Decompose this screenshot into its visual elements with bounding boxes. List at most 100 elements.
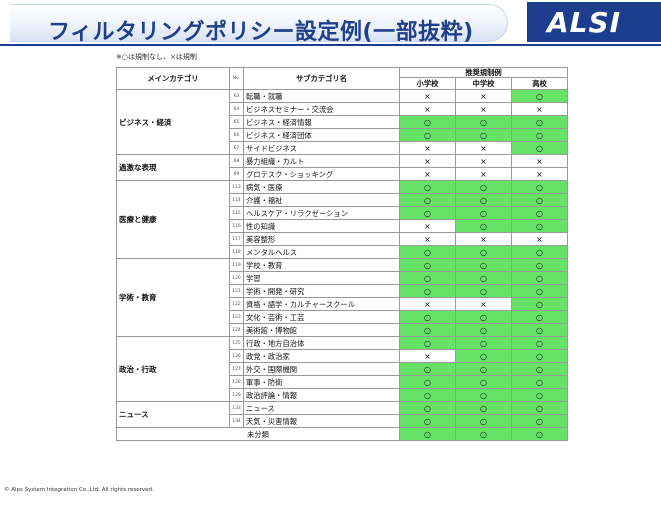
table-row: 医療と健康 113 病気・医療 ○ ○ ○ [116,180,568,259]
elementary-cell: ○ [399,193,456,207]
junior-high-cell: ○ [455,375,512,389]
elementary-cell: × [399,349,456,363]
table-row: 126 政党・政治家 × ○ ○ [117,349,568,363]
category-number: 125 [229,336,244,350]
table-row: 122 資格・語学・カルチャースクール × × ○ [117,297,568,311]
category-number: 118 [229,245,244,259]
category-number: 119 [229,258,244,272]
high-school-cell: ○ [511,427,568,441]
header-high-school: 高校 [511,77,568,90]
sub-category-cell: 学習 [243,271,400,285]
elementary-cell: ○ [399,245,456,259]
table-row: 政治・行政 125 行政・地方自治体 ○ ○ ○ [116,336,568,402]
sub-category-cell: 学術・開発・研究 [243,284,400,298]
sub-category-cell: 美容整形 [243,232,400,246]
header-no: No. [229,67,244,90]
category-number: 122 [229,297,244,311]
high-school-cell: ○ [511,414,568,428]
high-school-cell: ○ [511,297,568,311]
elementary-cell: ○ [399,310,456,324]
high-school-cell: ○ [511,284,568,298]
elementary-cell: ○ [399,336,456,350]
table-row: 121 学術・開発・研究 ○ ○ ○ [117,284,568,298]
table-row: 124 美術館・博物館 ○ ○ ○ [117,323,568,337]
main-category-cell: ビジネス・経済 [116,89,230,155]
high-school-cell: × [511,102,568,116]
junior-high-cell: ○ [455,401,512,415]
elementary-cell: ○ [399,427,456,441]
sub-category-cell: 行政・地方自治体 [243,336,400,350]
table-row: 114 介護・福祉 ○ ○ ○ [117,193,568,207]
high-school-cell: ○ [511,141,568,155]
sub-category-cell: 文化・芸術・工芸 [243,310,400,324]
title-banner: フィルタリングポリシー設定例(一部抜粋) [10,4,508,45]
logo-text: ALSI [547,6,622,39]
category-number: 129 [229,388,244,402]
high-school-cell: ○ [511,323,568,337]
elementary-cell: ○ [399,271,456,285]
high-school-cell: ○ [511,89,568,103]
category-number: 115 [229,206,244,220]
category-number: 65 [229,115,244,129]
category-number: 63 [229,89,244,103]
high-school-cell: ○ [511,375,568,389]
category-number: 123 [229,310,244,324]
sub-category-cell: サイドビジネス [243,141,400,155]
elementary-cell: ○ [399,128,456,142]
table-row: 69 グロテスク・ショッキング × × × [117,167,568,181]
header-elementary: 小学校 [399,77,456,90]
slide-header: フィルタリングポリシー設定例(一部抜粋) ALSI [0,0,661,46]
table-row: 127 外交・国際機関 ○ ○ ○ [117,362,568,376]
elementary-cell: ○ [399,206,456,220]
header-main-category: メインカテゴリ [116,67,230,90]
junior-high-cell: ○ [455,323,512,337]
high-school-cell: ○ [511,388,568,402]
category-number: 127 [229,362,244,376]
sub-category-cell: 学校・教育 [243,258,400,272]
header-junior-high: 中学校 [455,77,512,90]
elementary-cell: × [399,232,456,246]
copyright: © Alps System Integration Co.,Ltd. All r… [4,487,154,493]
category-number: 117 [229,232,244,246]
elementary-cell: × [399,219,456,233]
high-school-cell: ○ [511,310,568,324]
elementary-cell: ○ [399,414,456,428]
sub-category-cell: ビジネス・経済団体 [243,128,400,142]
junior-high-cell: × [455,232,512,246]
junior-high-cell: ○ [455,427,512,441]
table-row: ニュース 133 ニュース ○ ○ ○ [116,401,568,428]
elementary-cell: ○ [399,375,456,389]
junior-high-cell: ○ [455,219,512,233]
high-school-cell: ○ [511,128,568,142]
legend-note: ※○は規制なし、×は規制 [116,53,197,61]
sub-category-cell: 病気・医療 [243,180,400,194]
sub-category-cell: ビジネス・経済情報 [243,115,400,129]
category-number: 114 [229,193,244,207]
sub-category-cell: ビジネスセミナー・交流会 [243,102,400,116]
junior-high-cell: ○ [455,258,512,272]
category-number: 121 [229,284,244,298]
junior-high-cell: ○ [455,128,512,142]
high-school-cell: × [511,232,568,246]
category-number: 69 [229,167,244,181]
high-school-cell: ○ [511,115,568,129]
table-row: 64 ビジネスセミナー・交流会 × × × [117,102,568,116]
sub-category-cell: 軍事・防衛 [243,375,400,389]
high-school-cell: ○ [511,258,568,272]
category-number: 128 [229,375,244,389]
sub-category-cell: 暴力組織・カルト [243,154,400,168]
category-number: 134 [229,414,244,428]
category-number: 113 [229,180,244,194]
junior-high-cell: ○ [455,336,512,350]
unclassified-label: 未分類 [116,427,400,441]
junior-high-cell: ○ [455,284,512,298]
main-category-cell: 学術・教育 [116,258,230,337]
junior-high-cell: ○ [455,414,512,428]
high-school-cell: ○ [511,193,568,207]
main-category-cell: 医療と健康 [116,180,230,259]
sub-category-cell: 介護・福祉 [243,193,400,207]
category-number: 120 [229,271,244,285]
table-row: 66 ビジネス・経済団体 ○ ○ ○ [117,128,568,142]
main-category-cell: 政治・行政 [116,336,230,402]
junior-high-cell: × [455,297,512,311]
